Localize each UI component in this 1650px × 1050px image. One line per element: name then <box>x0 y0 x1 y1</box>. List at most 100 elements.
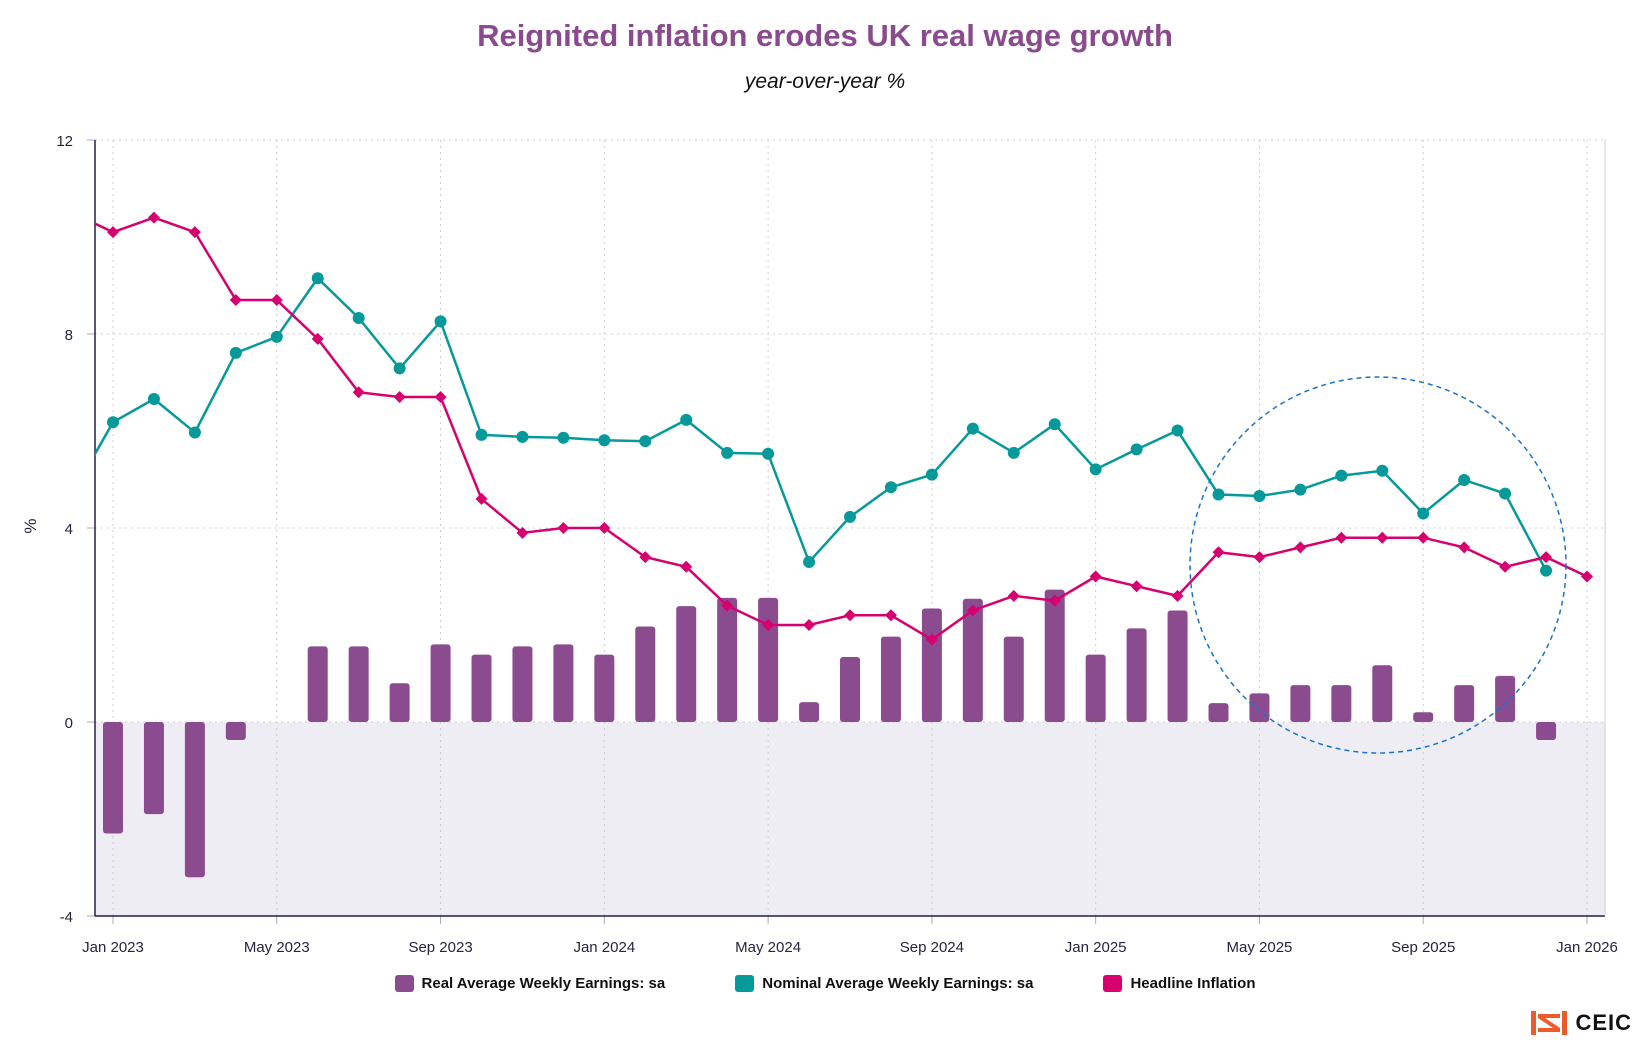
point-nominal-earnings <box>1007 446 1020 459</box>
bar-real-earnings <box>921 608 942 722</box>
bar-real-earnings <box>553 644 574 722</box>
point-nominal-earnings <box>1048 418 1061 431</box>
bar-real-earnings <box>1331 685 1352 722</box>
bar-real-earnings <box>1249 693 1270 722</box>
point-nominal-earnings <box>147 392 160 405</box>
point-headline-inflation <box>1335 531 1348 544</box>
bar-real-earnings <box>1495 675 1516 722</box>
point-headline-inflation <box>1130 580 1143 593</box>
y-tick-label: 12 <box>56 133 73 150</box>
bar-real-earnings <box>1044 589 1065 722</box>
point-headline-inflation <box>1294 541 1307 554</box>
legend-item-headline-inflation[interactable]: Headline Inflation <box>1103 975 1255 992</box>
point-headline-inflation <box>516 526 529 539</box>
legend: Real Average Weekly Earnings: sa Nominal… <box>0 975 1650 992</box>
x-tick-label: Sep 2024 <box>900 939 964 956</box>
y-tick-label: 8 <box>65 327 73 344</box>
bar-real-earnings <box>1372 665 1393 722</box>
line-nominal-earnings <box>95 276 1548 572</box>
bar-real-earnings <box>184 722 205 878</box>
point-nominal-earnings <box>884 481 897 494</box>
bar-real-earnings <box>962 598 983 722</box>
point-nominal-earnings <box>1458 473 1471 486</box>
y-tick-label: -4 <box>60 909 73 926</box>
bar-real-earnings <box>389 683 410 722</box>
point-headline-inflation <box>188 226 201 239</box>
point-nominal-earnings <box>1253 489 1266 502</box>
point-nominal-earnings <box>966 422 979 435</box>
point-headline-inflation <box>1458 541 1471 554</box>
bar-real-earnings <box>307 646 328 722</box>
ceic-logo-icon <box>1531 1011 1568 1035</box>
point-headline-inflation <box>107 226 119 239</box>
x-tick-label: Jan 2025 <box>1065 939 1127 956</box>
point-headline-inflation <box>1171 589 1184 602</box>
bar-real-earnings <box>512 646 533 722</box>
point-nominal-earnings <box>1212 488 1225 501</box>
point-nominal-earnings <box>270 330 283 343</box>
bar-real-earnings <box>635 626 656 722</box>
bar-real-earnings <box>1126 628 1147 722</box>
bar-real-earnings <box>471 654 492 722</box>
chart-subtitle: year-over-year % <box>744 70 906 93</box>
point-headline-inflation <box>229 294 242 307</box>
x-tick-label: Jan 2023 <box>82 939 144 956</box>
point-nominal-earnings <box>66 488 78 500</box>
bar-real-earnings <box>1536 722 1557 740</box>
point-nominal-earnings <box>434 315 447 328</box>
point-nominal-earnings <box>844 510 856 523</box>
bar-real-earnings <box>225 722 246 740</box>
point-headline-inflation <box>721 599 734 612</box>
legend-swatch <box>1103 975 1123 992</box>
legend-item-real-earnings[interactable]: Real Average Weekly Earnings: sa <box>394 975 666 992</box>
x-tick-label: Sep 2025 <box>1391 939 1455 956</box>
bar-real-earnings <box>348 646 369 722</box>
chart-title: Reignited inflation erodes UK real wage … <box>477 18 1173 53</box>
x-tick-label: May 2025 <box>1227 939 1293 956</box>
point-nominal-earnings <box>1540 564 1553 577</box>
point-headline-inflation <box>434 391 447 404</box>
point-nominal-earnings <box>598 434 611 447</box>
negative-region <box>95 722 1605 916</box>
point-nominal-earnings <box>557 431 570 444</box>
bar-real-earnings <box>840 657 860 722</box>
point-nominal-earnings <box>311 272 324 285</box>
point-headline-inflation <box>557 522 570 534</box>
point-nominal-earnings <box>107 416 119 429</box>
logo-text: CEIC <box>1575 1010 1632 1035</box>
point-nominal-earnings <box>1130 443 1143 456</box>
point-nominal-earnings <box>639 435 652 448</box>
legend-swatch <box>735 975 755 992</box>
y-tick-label: 0 <box>65 715 73 732</box>
legend-label: Real Average Weekly Earnings: sa <box>421 975 666 992</box>
bar-real-earnings <box>1167 610 1188 722</box>
point-headline-inflation <box>1007 589 1020 602</box>
point-nominal-earnings <box>393 362 406 375</box>
legend-item-nominal-earnings[interactable]: Nominal Average Weekly Earnings: sa <box>735 975 1033 992</box>
point-nominal-earnings <box>1171 424 1184 437</box>
point-headline-inflation <box>1253 551 1266 564</box>
point-headline-inflation <box>66 207 78 219</box>
point-nominal-earnings <box>475 428 488 441</box>
legend-label: Nominal Average Weekly Earnings: sa <box>762 975 1034 992</box>
point-nominal-earnings <box>229 346 242 359</box>
point-headline-inflation <box>598 522 611 534</box>
y-tick-label: 4 <box>65 521 73 538</box>
point-headline-inflation <box>1581 570 1593 583</box>
x-tick-label: May 2023 <box>244 939 310 956</box>
point-nominal-earnings <box>1335 469 1348 482</box>
point-nominal-earnings <box>516 430 529 443</box>
highlight-dashed-circle <box>1189 376 1567 754</box>
point-headline-inflation <box>1417 531 1430 544</box>
point-headline-inflation <box>393 391 406 404</box>
y-axis-label: % <box>21 518 40 533</box>
point-headline-inflation <box>1499 560 1512 573</box>
bar-real-earnings <box>430 644 451 722</box>
line-headline-inflation <box>95 216 1588 642</box>
bar-real-earnings <box>799 702 820 722</box>
bar-real-earnings <box>880 636 901 722</box>
point-headline-inflation <box>925 633 938 646</box>
bar-real-earnings <box>1454 685 1475 722</box>
bar-real-earnings <box>594 654 615 722</box>
